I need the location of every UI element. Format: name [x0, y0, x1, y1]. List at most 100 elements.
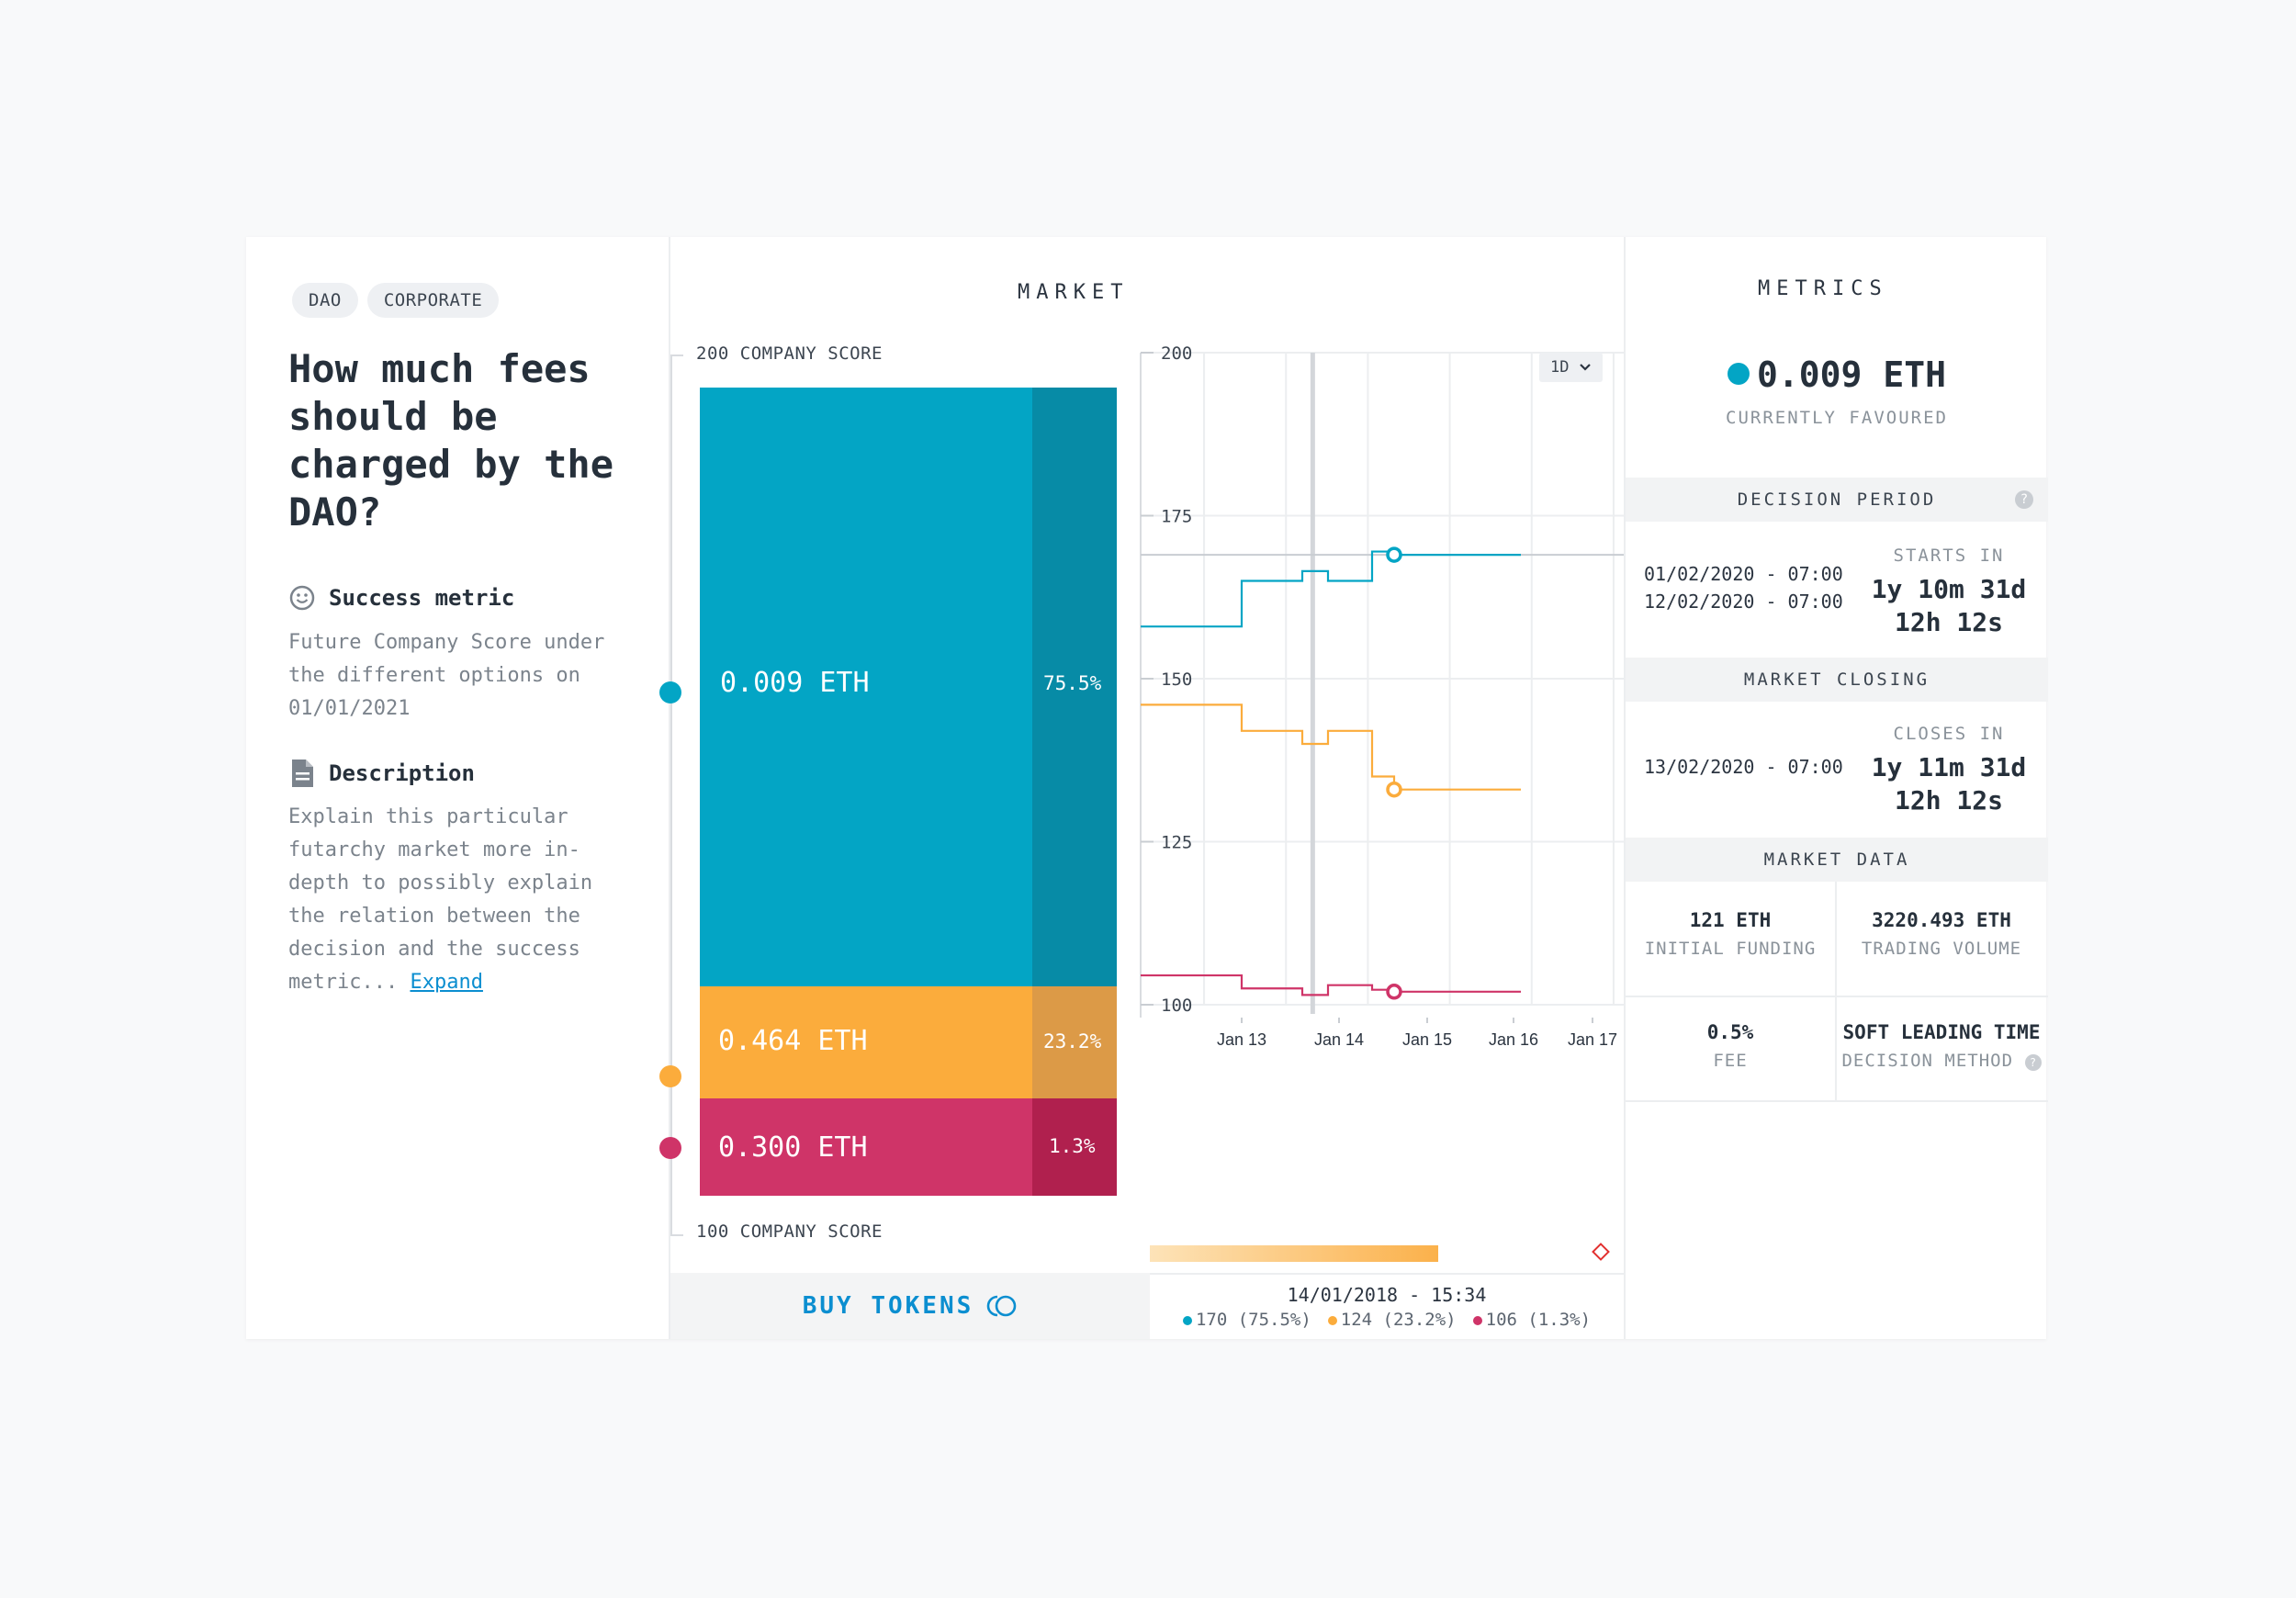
closes-in-label: CLOSES IN	[1893, 724, 2005, 744]
scale-top-label: 200 COMPANY SCORE	[696, 343, 883, 364]
legend-label-2: 124 (23.2%)	[1340, 1310, 1457, 1330]
decision-method-label-text: DECISION METHOD	[1841, 1051, 2014, 1071]
series-point-2	[1386, 781, 1402, 798]
range-selector-label: 1D	[1550, 358, 1570, 377]
favoured-dot	[1728, 363, 1750, 385]
trading-volume-cell: 3220.493 ETH TRADING VOLUME	[1837, 909, 2046, 959]
favoured-outcome: 0.009 ETH	[1626, 354, 2048, 395]
market-closing-title: MARKET CLOSING	[1743, 670, 1930, 690]
smiley-icon	[289, 585, 315, 611]
series-line-2	[1141, 703, 1521, 791]
tag-corporate[interactable]: CORPORATE	[366, 283, 500, 318]
x-tick-label: Jan 15	[1402, 1030, 1452, 1049]
success-metric-title: Success metric	[329, 585, 515, 611]
decision-method-value: SOFT LEADING TIME	[1842, 1021, 2041, 1043]
market-closing-date: 13/02/2020 - 07:00	[1644, 756, 1843, 778]
x-tick-label: Jan 13	[1217, 1030, 1266, 1049]
decision-end: 12/02/2020 - 07:00	[1644, 591, 1843, 613]
starts-in-label: STARTS IN	[1893, 546, 2005, 566]
favoured-label: CURRENTLY FAVOURED	[1726, 408, 1948, 428]
buy-tokens-button[interactable]: BUY TOKENS	[670, 1273, 1150, 1339]
description-heading: Description	[288, 759, 475, 788]
decision-period-header: DECISION PERIOD ?	[1626, 478, 2048, 522]
outcome-1-value: 0.009 ETH	[720, 667, 870, 699]
outcome-3-pct: 1.3%	[1049, 1135, 1096, 1157]
initial-funding-cell: 121 ETH INITIAL FUNDING	[1626, 909, 1835, 959]
x-tick-label: Jan 17	[1568, 1030, 1617, 1049]
legend-item-1: 170 (75.5%)	[1182, 1310, 1311, 1330]
description-title: Description	[329, 760, 475, 786]
outcome-3-value: 0.300 ETH	[718, 1131, 868, 1164]
fee-cell: 0.5% FEE	[1626, 1021, 1835, 1071]
trading-volume-value: 3220.493 ETH	[1872, 909, 2011, 931]
tag-list: DAO CORPORATE	[292, 283, 500, 318]
chevron-down-icon	[1579, 364, 1591, 371]
decision-method-label: DECISION METHOD ?	[1837, 1051, 2046, 1071]
market-data-title: MARKET DATA	[1763, 850, 1910, 870]
price-chart[interactable]: 200 175 150 125 100 Jan 13 Jan 14 Jan 15 Jan 16 J…	[1139, 343, 1624, 1097]
starts-in-line1: 1y 10m 31d	[1871, 574, 2027, 604]
outcome-3-dot	[659, 1137, 681, 1159]
market-panel: MARKET 200 COMPANY SCORE 100 COMPANY SCO…	[659, 237, 1624, 1339]
time-scrubber[interactable]	[1150, 1245, 1438, 1262]
outcome-2-bar[interactable]: 0.464 ETH 23.2%	[700, 986, 1117, 1098]
range-selector-button[interactable]: 1D	[1539, 353, 1603, 382]
description-text: Explain this particular futarchy market …	[288, 801, 637, 999]
closes-in-line1: 1y 11m 31d	[1871, 752, 2027, 782]
legend-item-2: 124 (23.2%)	[1327, 1310, 1457, 1330]
series-point-1	[1386, 546, 1402, 563]
legend-label-3: 106 (1.3%)	[1485, 1310, 1592, 1330]
starts-in-line2: 12h 12s	[1894, 607, 2003, 637]
success-metric-heading: Success metric	[288, 584, 514, 612]
time-marker-diamond-icon[interactable]	[1592, 1243, 1610, 1261]
tag-dao[interactable]: DAO	[292, 283, 358, 318]
fee-label: FEE	[1713, 1051, 1748, 1071]
description-body: Explain this particular futarchy market …	[288, 805, 593, 994]
outcome-2-value: 0.464 ETH	[718, 1025, 868, 1057]
price-chart-svg[interactable]: 200 175 150 125 100 Jan 13 Jan 14 Jan 15 Jan 16 J…	[1139, 343, 1624, 1097]
document-icon	[292, 760, 313, 787]
help-icon[interactable]: ?	[2015, 490, 2033, 509]
chart-legend: 170 (75.5%) 124 (23.2%) 106 (1.3%)	[1150, 1310, 1624, 1330]
tokens-icon	[986, 1295, 1017, 1317]
x-tick-label: Jan 16	[1489, 1030, 1538, 1049]
legend-label-1: 170 (75.5%)	[1195, 1310, 1311, 1330]
y-tick-label: 175	[1161, 507, 1192, 527]
outcome-3-bar[interactable]: 0.300 ETH 1.3%	[700, 1098, 1117, 1196]
outcome-1-bar[interactable]: 0.009 ETH 75.5%	[700, 388, 1117, 986]
initial-funding-value: 121 ETH	[1689, 909, 1772, 931]
help-icon[interactable]: ?	[2024, 1054, 2042, 1071]
x-tick-label: Jan 14	[1314, 1030, 1364, 1049]
y-tick-label: 150	[1161, 670, 1192, 690]
success-metric-text: Future Company Score under the different…	[288, 631, 605, 720]
outcome-2-pct: 23.2%	[1043, 1030, 1102, 1052]
decision-start: 01/02/2020 - 07:00	[1644, 563, 1843, 585]
legend-item-3: 106 (1.3%)	[1472, 1310, 1592, 1330]
buy-tokens-label: BUY TOKENS	[802, 1292, 974, 1320]
outcome-1-pct: 75.5%	[1043, 672, 1102, 694]
metrics-title: METRICS	[1758, 277, 1888, 300]
closes-in-line2: 12h 12s	[1894, 785, 2003, 816]
series-line-1	[1141, 550, 1521, 628]
market-data-header: MARKET DATA	[1626, 838, 2048, 882]
market-card: DAO CORPORATE How much fees should be ch…	[246, 237, 2048, 1339]
trading-volume-label: TRADING VOLUME	[1861, 939, 2022, 959]
decision-period-title: DECISION PERIOD	[1737, 490, 1937, 510]
question-panel: DAO CORPORATE How much fees should be ch…	[246, 237, 670, 1339]
series-line-3	[1141, 973, 1521, 996]
y-tick-label: 200	[1161, 343, 1192, 364]
question-title: How much fees should be charged by the D…	[288, 346, 614, 535]
series-point-3	[1386, 984, 1402, 1000]
y-tick-label: 100	[1161, 996, 1192, 1016]
scale-bottom-label: 100 COMPANY SCORE	[696, 1221, 883, 1242]
fee-value: 0.5%	[1706, 1021, 1754, 1043]
y-tick-label: 125	[1161, 833, 1192, 853]
expand-link[interactable]: Expand	[410, 971, 483, 994]
score-scale-line	[670, 354, 672, 1236]
outcome-2-dot	[659, 1065, 681, 1087]
outcome-1-dot	[659, 681, 681, 703]
decision-method-cell: SOFT LEADING TIME DECISION METHOD ?	[1837, 1021, 2046, 1071]
market-closing-header: MARKET CLOSING	[1626, 658, 2048, 702]
cursor-time: 14/01/2018 - 15:34	[1287, 1284, 1487, 1306]
market-title: MARKET	[1018, 281, 1130, 304]
